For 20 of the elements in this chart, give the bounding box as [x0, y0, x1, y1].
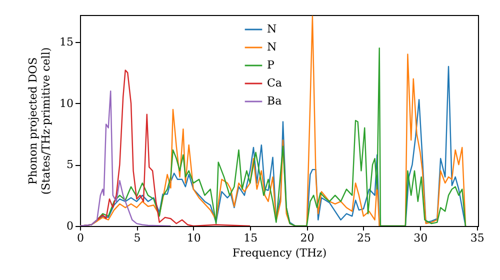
y-tick-label: 10	[60, 96, 74, 110]
legend-label: Ba	[267, 94, 282, 108]
y-tick-label: 0	[66, 220, 74, 232]
legend-label: Ca	[267, 76, 282, 90]
legend-label: N	[267, 22, 277, 36]
x-tick-label: 20	[300, 232, 314, 244]
legend-label: N	[267, 40, 277, 54]
x-tick-label: 5	[134, 232, 141, 244]
x-tick-label: 15	[244, 232, 258, 244]
legend-label: P	[267, 58, 275, 72]
y-axis-title: Phonon projected DOS (States/THz·primitive cell)	[26, 47, 53, 195]
y-tick-label: 5	[66, 158, 74, 172]
x-tick-label: 10	[186, 232, 201, 244]
x-tick-label: 0	[77, 232, 84, 244]
y-tick-label: 15	[60, 35, 74, 48]
x-tick-label: 30	[414, 232, 428, 244]
line-series	[80, 90, 172, 226]
x-tick-label: 35	[470, 232, 484, 244]
x-tick-label: 25	[356, 232, 371, 244]
x-axis-title: Frequency (THz)	[232, 246, 327, 260]
